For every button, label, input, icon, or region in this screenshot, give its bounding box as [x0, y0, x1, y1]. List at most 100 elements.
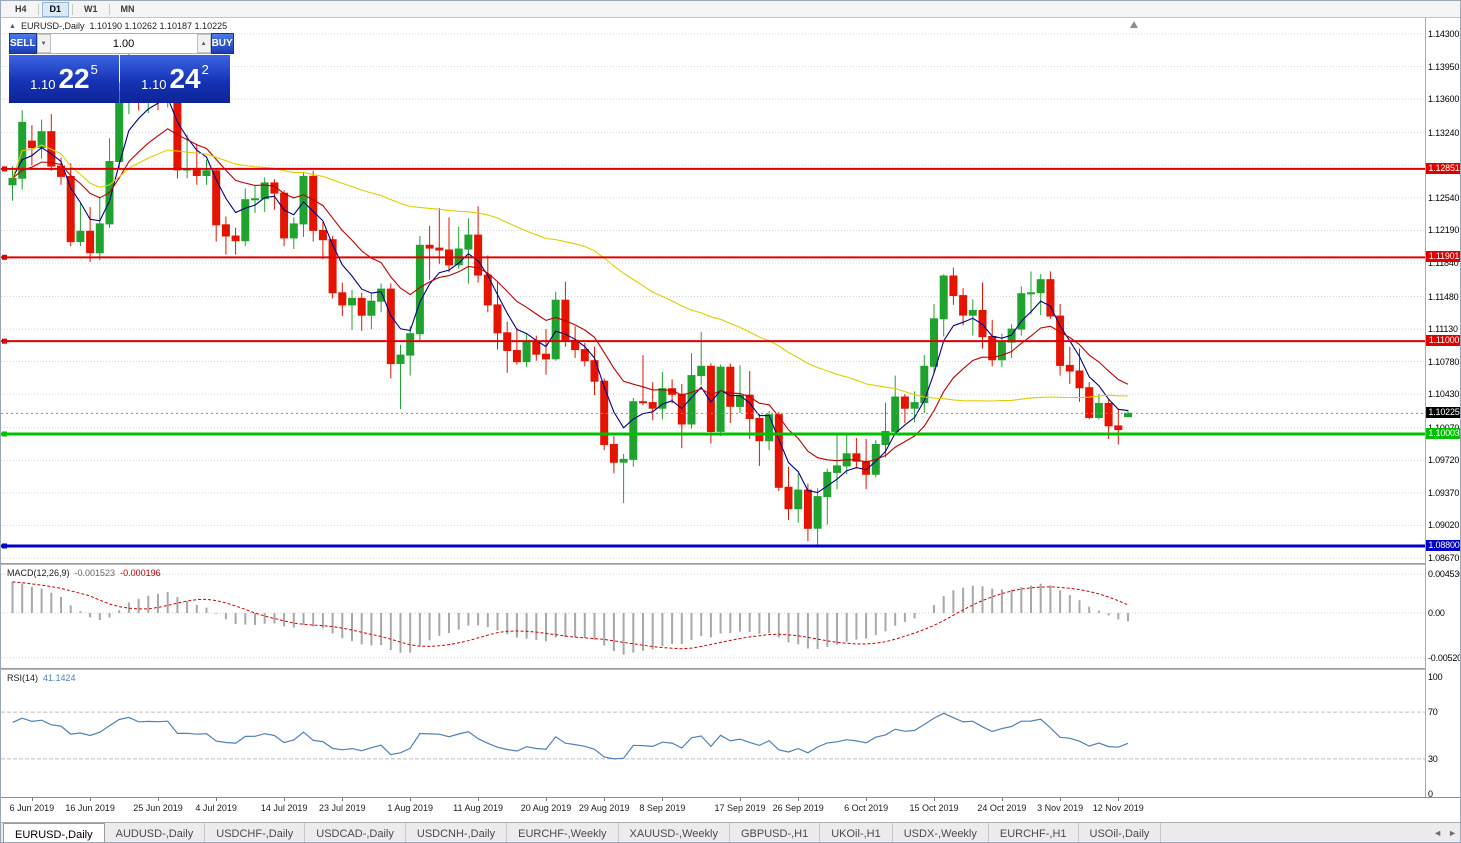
price-line-badge[interactable]: 1.12851 — [1426, 162, 1460, 174]
buy-button[interactable]: BUY — [210, 33, 234, 54]
sma-50-line — [11, 144, 1129, 402]
price-axis-label: 1.09370 — [1428, 487, 1460, 498]
date-tick — [216, 798, 218, 801]
buy-price-sup: 2 — [201, 62, 209, 77]
rsi-indicator-pane: RSI(14) 41.1424 — [1, 670, 1425, 797]
timeframe-button-mn[interactable]: MN — [120, 3, 135, 14]
rsi-value: 41.1424 — [43, 673, 76, 683]
price-axis-label: 1.12190 — [1428, 225, 1460, 236]
price-axis-label: 1.14300 — [1428, 29, 1460, 39]
timeframe-button-d1[interactable]: D1 — [41, 1, 70, 17]
date-tick — [934, 798, 935, 801]
price-line-badge[interactable]: 1.11901 — [1426, 251, 1460, 263]
price-axis-label: 1.11480 — [1428, 291, 1459, 302]
buy-price-big: 24 — [169, 63, 201, 94]
price-axis-label: 1.13240 — [1428, 127, 1460, 138]
macd-axis-label: 0.004536 — [1428, 568, 1461, 579]
price-axis-label: 1.13600 — [1428, 94, 1460, 105]
chart-tab-xauusdweekly[interactable]: XAUUSD-,Weekly — [619, 823, 730, 842]
price-line-badge[interactable]: 1.11000 — [1426, 335, 1460, 347]
date-label: 17 Sep 2019 — [714, 803, 766, 813]
rsi-chart[interactable] — [1, 670, 1425, 797]
date-label: 11 Aug 2019 — [453, 803, 504, 813]
date-tick — [478, 798, 480, 801]
sell-button[interactable]: SELL — [9, 33, 37, 54]
chart-tab-list: EURUSD-,Daily AUDUSD-,Daily USDCHF-,Daily U… — [1, 823, 1460, 842]
date-label: 14 Jul 2019 — [260, 803, 308, 813]
line-drag-handle[interactable] — [2, 543, 7, 549]
date-tick — [546, 798, 547, 801]
chart-tab-gbpusdh1[interactable]: GBPUSD-,H1 — [730, 823, 821, 842]
line-drag-handle[interactable] — [2, 254, 7, 260]
date-label: 6 Oct 2019 — [844, 803, 889, 813]
chart-tab-eurusddaily[interactable]: EURUSD-,Daily — [3, 823, 105, 842]
timeframe-button-h4[interactable]: H4 — [15, 3, 27, 14]
chart-tab-usdchfdaily[interactable]: USDCHF-,Daily — [205, 823, 306, 842]
volume-increase-button[interactable]: ▲ — [196, 34, 211, 53]
price-axis-label: 1.12540 — [1428, 192, 1460, 203]
date-tick — [342, 798, 344, 801]
date-tick — [284, 798, 286, 801]
current-price-badge: 1.10225 — [1426, 407, 1460, 419]
date-label: 12 Nov 2019 — [1092, 803, 1144, 813]
line-drag-handle[interactable] — [2, 431, 7, 437]
toolbar-separator — [108, 3, 110, 15]
line-drag-handle[interactable] — [2, 338, 7, 344]
date-tick — [31, 798, 33, 801]
candlestick-chart[interactable] — [1, 18, 1425, 563]
tabs-scroll-left-button[interactable]: ◄ — [1433, 828, 1443, 838]
date-tick — [1060, 798, 1062, 801]
chart-tab-usdcaddaily[interactable]: USDCAD-,Daily — [305, 823, 406, 842]
chart-tab-eurchfweekly[interactable]: EURCHF-,Weekly — [507, 823, 619, 842]
chart-tab-audusddaily[interactable]: AUDUSD-,Daily — [105, 823, 206, 842]
ema-5-line — [12, 97, 1129, 494]
date-tick — [1118, 798, 1120, 801]
macd-main-value: -0.001523 — [74, 568, 116, 578]
panel-collapse-icon[interactable]: ▲ — [9, 22, 16, 30]
chart-tab-bar: EURUSD-,Daily AUDUSD-,Daily USDCHF-,Daily U… — [1, 822, 1460, 842]
date-tick — [410, 798, 412, 801]
line-drag-handle[interactable] — [2, 166, 7, 172]
volume-decrease-button[interactable]: ▼ — [36, 34, 51, 53]
chart-shift-marker[interactable] — [1130, 21, 1138, 28]
volume-input[interactable] — [50, 34, 197, 53]
tab-scroll-arrows: ◄ ► — [1433, 828, 1457, 838]
toolbar-separator — [37, 3, 39, 15]
sell-price-prefix: 1.10 — [30, 76, 56, 92]
price-axis-label: 1.08670 — [1428, 553, 1460, 564]
price-axis-label: 1.10780 — [1428, 356, 1460, 367]
date-tick — [604, 798, 606, 801]
sell-price-sup: 5 — [90, 62, 98, 77]
date-label: 25 Jun 2019 — [133, 803, 183, 813]
sell-price-big: 22 — [58, 63, 90, 94]
price-line-badge[interactable]: 1.08800 — [1426, 539, 1460, 551]
date-label: 6 Jun 2019 — [9, 803, 55, 813]
tabs-scroll-right-button[interactable]: ► — [1448, 828, 1457, 838]
timeframe-button-w1[interactable]: W1 — [84, 3, 98, 14]
price-line-badge[interactable]: 1.10003 — [1426, 427, 1460, 439]
toolbar-separator — [72, 3, 74, 15]
price-chart-pane: ▲ EURUSD-,Daily 1.10190 1.10262 1.10187 … — [1, 18, 1425, 563]
ema-13-line — [12, 128, 1129, 463]
sell-price-display[interactable]: 1.10 22 5 — [9, 55, 119, 103]
date-label: 20 Aug 2019 — [520, 803, 572, 813]
chart-tab-eurchfh1[interactable]: EURCHF-,H1 — [989, 823, 1079, 842]
chart-tab-usoildaily[interactable]: USOil-,Daily — [1079, 823, 1162, 842]
one-click-trading-panel: SELL ▼ ▲ BUY 1.10 22 5 1.10 24 2 — [9, 33, 234, 103]
chart-tab-usdxweekly[interactable]: USDX-,Weekly — [893, 823, 989, 842]
chart-symbol-label: EURUSD-,Daily — [20, 21, 85, 31]
macd-chart[interactable] — [1, 565, 1425, 668]
price-axis-label: 1.11840 — [1428, 257, 1459, 268]
candles[interactable] — [8, 50, 1132, 547]
pane-divider — [1, 563, 1460, 565]
volume-box: ▼ ▲ — [36, 33, 211, 54]
chart-tab-usdcnhdaily[interactable]: USDCNH-,Daily — [406, 823, 508, 842]
macd-axis-label: 0.00 — [1428, 607, 1445, 618]
date-label: 26 Sep 2019 — [772, 803, 824, 813]
rsi-name: RSI(14) — [7, 673, 39, 683]
buy-price-display[interactable]: 1.10 24 2 — [120, 55, 230, 103]
date-tick — [866, 798, 868, 801]
date-tick — [158, 798, 159, 801]
chart-tab-ukoilh1[interactable]: UKOil-,H1 — [820, 823, 893, 842]
